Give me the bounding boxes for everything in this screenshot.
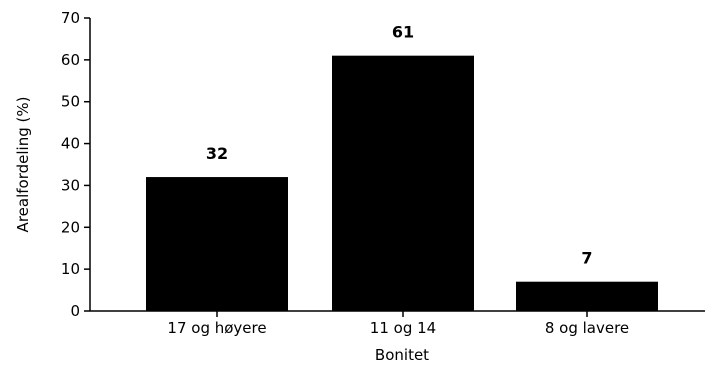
y-tick-label: 60: [61, 51, 80, 69]
y-tick-label: 40: [61, 135, 80, 153]
x-tick-label: 8 og lavere: [545, 319, 629, 337]
y-tick-label: 10: [61, 260, 80, 278]
bar: [332, 55, 474, 311]
bar-value-label: 32: [206, 144, 228, 163]
x-axis-title: Bonitet: [375, 346, 429, 364]
y-axis-title: Arealfordeling (%): [14, 97, 32, 233]
x-axis: 17 og høyere 11 og 14 8 og lavere: [90, 310, 705, 337]
y-ticks: 0 10 20 30 40 50 60 70: [61, 9, 90, 320]
bars: [146, 55, 658, 311]
x-tick-label: 17 og høyere: [167, 319, 266, 337]
y-tick-label: 50: [61, 93, 80, 111]
bar: [516, 281, 658, 311]
y-tick-label: 0: [70, 302, 80, 320]
y-tick-label: 70: [61, 9, 80, 27]
bar: [146, 177, 288, 311]
y-tick-label: 20: [61, 218, 80, 236]
y-axis: 0 10 20 30 40 50 60 70: [61, 9, 91, 320]
bar-value-label: 7: [581, 249, 592, 268]
bar-labels: 32 61 7: [206, 23, 593, 268]
bar-value-label: 61: [392, 23, 414, 42]
x-tick-label: 11 og 14: [370, 319, 436, 337]
x-ticks: 17 og høyere 11 og 14 8 og lavere: [167, 311, 629, 337]
y-tick-label: 30: [61, 176, 80, 194]
